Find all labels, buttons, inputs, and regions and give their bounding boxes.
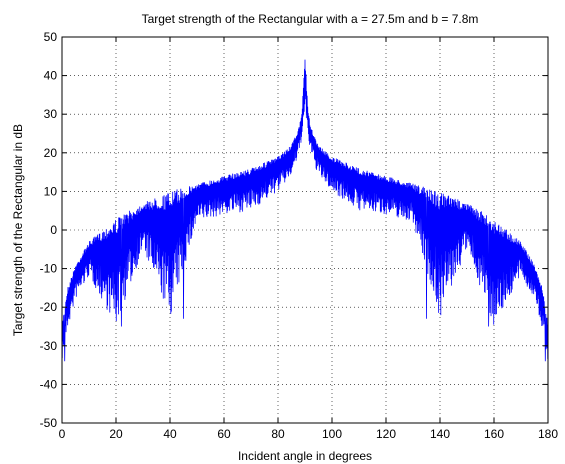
y-tick-label: 40: [44, 69, 58, 83]
ticks: [61, 36, 549, 424]
x-axis-label: Incident angle in degrees: [238, 449, 372, 463]
x-tick-labels: 0 20 40 60 80 100 120 140 160 180: [59, 427, 559, 441]
x-tick-label: 0: [59, 427, 66, 441]
x-tick-label: 100: [322, 427, 342, 441]
x-tick-label: 140: [430, 427, 450, 441]
series-line: [61, 59, 549, 362]
y-tick-label: 30: [44, 107, 58, 121]
y-tick-label: 50: [44, 30, 58, 44]
x-tick-label: 40: [163, 427, 177, 441]
y-tick-label: -50: [40, 416, 58, 430]
y-tick-label: 0: [50, 223, 57, 237]
x-tick-label: 180: [538, 427, 558, 441]
x-tick-label: 160: [484, 427, 504, 441]
y-tick-label: -30: [40, 339, 58, 353]
x-tick-label: 80: [271, 427, 285, 441]
y-tick-label: -40: [40, 377, 58, 391]
y-axis-label: Target strength of the Rectangular in dB: [11, 124, 25, 336]
y-tick-label: 10: [44, 184, 58, 198]
x-tick-label: 120: [376, 427, 396, 441]
y-tick-labels: 50 40 30 20 10 0 -10 -20 -30 -40 -50: [40, 30, 58, 430]
chart-title: Target strength of the Rectangular with …: [142, 12, 479, 26]
y-tick-label: -10: [40, 262, 58, 276]
y-tick-label: -20: [40, 300, 58, 314]
x-tick-label: 20: [109, 427, 123, 441]
y-tick-label: 20: [44, 146, 58, 160]
x-tick-label: 60: [217, 427, 231, 441]
series-path: [61, 59, 549, 362]
